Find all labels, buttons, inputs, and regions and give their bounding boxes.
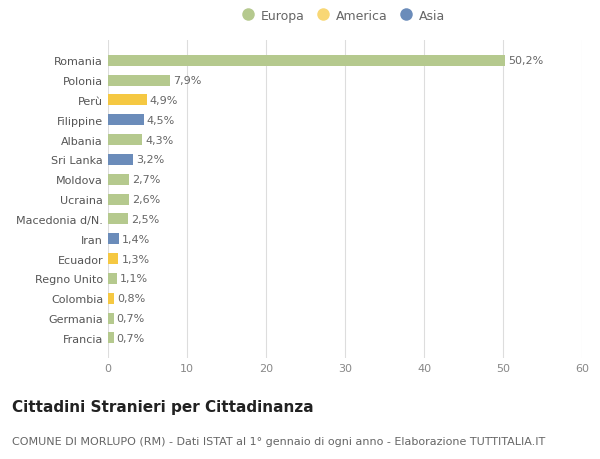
Text: 2,6%: 2,6% — [132, 195, 160, 205]
Bar — [108, 274, 116, 284]
Bar — [108, 253, 118, 264]
Text: 3,2%: 3,2% — [136, 155, 164, 165]
Bar — [108, 75, 170, 86]
Text: 1,4%: 1,4% — [122, 234, 151, 244]
Text: 0,8%: 0,8% — [118, 294, 146, 303]
Bar — [108, 115, 143, 126]
Bar — [108, 95, 147, 106]
Text: 7,9%: 7,9% — [173, 76, 202, 86]
Bar — [108, 155, 133, 166]
Text: 4,9%: 4,9% — [150, 96, 178, 106]
Bar — [108, 333, 113, 344]
Text: 4,5%: 4,5% — [147, 116, 175, 125]
Bar — [108, 313, 113, 324]
Text: 1,1%: 1,1% — [120, 274, 148, 284]
Bar — [108, 214, 128, 225]
Bar — [108, 56, 505, 67]
Legend: Europa, America, Asia: Europa, America, Asia — [241, 6, 449, 27]
Text: 0,7%: 0,7% — [116, 333, 145, 343]
Bar — [108, 293, 115, 304]
Text: 50,2%: 50,2% — [508, 56, 543, 66]
Text: 2,7%: 2,7% — [133, 175, 161, 185]
Text: COMUNE DI MORLUPO (RM) - Dati ISTAT al 1° gennaio di ogni anno - Elaborazione TU: COMUNE DI MORLUPO (RM) - Dati ISTAT al 1… — [12, 436, 545, 446]
Text: 0,7%: 0,7% — [116, 313, 145, 324]
Bar — [108, 234, 119, 245]
Text: 1,3%: 1,3% — [121, 254, 149, 264]
Text: 2,5%: 2,5% — [131, 214, 159, 224]
Bar — [108, 194, 128, 205]
Text: Cittadini Stranieri per Cittadinanza: Cittadini Stranieri per Cittadinanza — [12, 399, 314, 414]
Text: 4,3%: 4,3% — [145, 135, 173, 146]
Bar — [108, 135, 142, 146]
Bar — [108, 174, 130, 185]
